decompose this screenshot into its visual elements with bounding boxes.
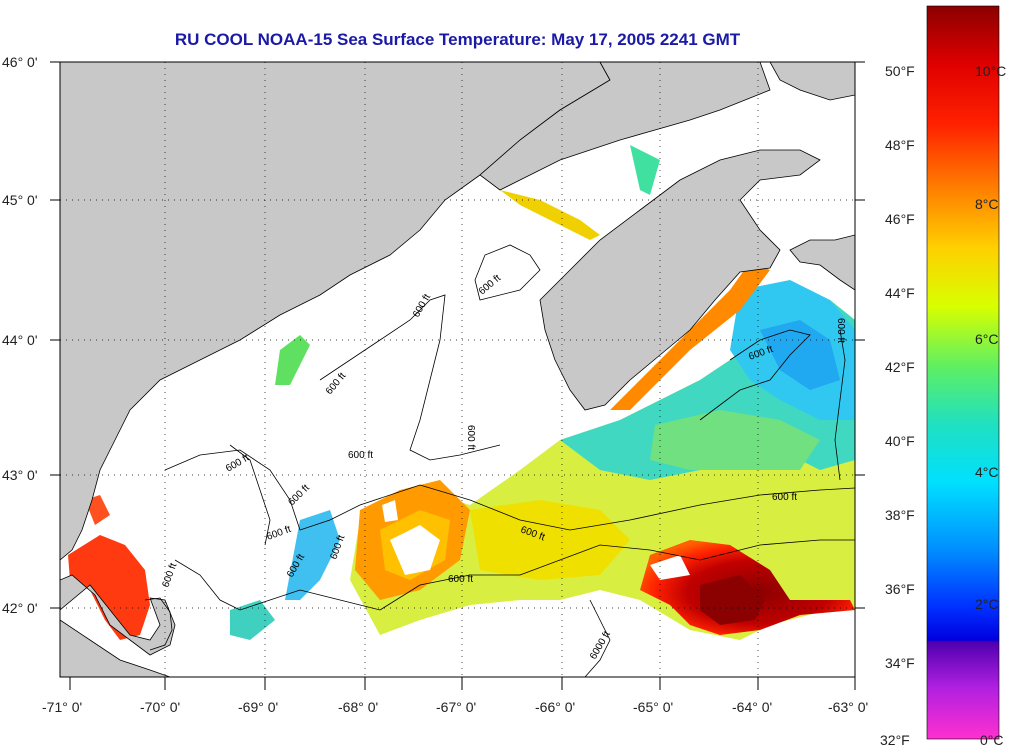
colorbar: 50°F 48°F 46°F 44°F 42°F 40°F 38°F 36°F … — [880, 5, 1006, 748]
contour-label-600ft: 600 ft — [448, 574, 473, 585]
f-label: 36°F — [885, 581, 915, 597]
c-label: 4°C — [975, 464, 999, 480]
lat-label: 42° 0' — [2, 600, 38, 616]
graticule — [60, 62, 855, 677]
f-label: 48°F — [885, 137, 915, 153]
colorbar-fahrenheit-labels: 50°F 48°F 46°F 44°F 42°F 40°F 38°F 36°F … — [880, 63, 915, 748]
f-label: 38°F — [885, 507, 915, 523]
massachusetts-south — [60, 619, 171, 677]
lon-label: -63° 0' — [828, 699, 868, 715]
land-layer — [60, 62, 855, 677]
new-brunswick — [479, 62, 771, 191]
lat-label: 43° 0' — [2, 467, 38, 483]
c-label: 0°C — [980, 732, 1004, 748]
latitude-labels: 46° 0' 45° 0' 44° 0' 43° 0' 42° 0' — [2, 54, 38, 616]
f-label: 32°F — [880, 732, 910, 748]
c-label: 10°C — [975, 63, 1006, 79]
f-label: 40°F — [885, 433, 915, 449]
bathymetry-contours — [164, 244, 855, 677]
map-frame — [59, 61, 856, 678]
colorbar-celsius-labels: 10°C 8°C 6°C 4°C 2°C 0°C — [975, 63, 1006, 748]
f-label: 50°F — [885, 63, 915, 79]
lon-label: -68° 0' — [338, 699, 378, 715]
c-label: 2°C — [975, 596, 999, 612]
f-label: 44°F — [885, 285, 915, 301]
f-label: 42°F — [885, 359, 915, 375]
pei-cape-breton — [789, 234, 855, 291]
axis-ticks — [50, 61, 865, 690]
cape-cod — [60, 574, 176, 656]
contour-label-600ft: 600 ft — [348, 450, 373, 461]
c-label: 6°C — [975, 331, 999, 347]
longitude-labels: -71° 0' -70° 0' -69° 0' -68° 0' -67° 0' … — [42, 699, 868, 715]
contour-label-600ft: 600 ft — [835, 318, 846, 343]
colorbar-gradient — [926, 5, 1000, 740]
cloud-gaps — [382, 500, 690, 580]
map-area — [60, 62, 855, 677]
map-title: RU COOL NOAA-15 Sea Surface Temperature:… — [174, 30, 741, 49]
lon-label: -64° 0' — [732, 699, 772, 715]
lon-label: -69° 0' — [238, 699, 278, 715]
lon-label: -70° 0' — [140, 699, 180, 715]
contour-label-600ft: 600 ft — [465, 425, 476, 450]
contour-labels: 600 ft 600 ft 600 ft 600 ft 600 ft 600 f… — [160, 273, 846, 662]
nova-scotia — [539, 149, 821, 411]
lat-label: 44° 0' — [2, 332, 38, 348]
cape-cod-hook — [144, 597, 173, 651]
lat-label: 45° 0' — [2, 192, 38, 208]
lon-label: -65° 0' — [633, 699, 673, 715]
nova-scotia-east — [769, 62, 855, 101]
lon-label: -67° 0' — [436, 699, 476, 715]
lon-label: -71° 0' — [42, 699, 82, 715]
contour-label-600ft: 600 ft — [772, 492, 797, 503]
c-label: 8°C — [975, 196, 999, 212]
lat-label: 46° 0' — [2, 54, 38, 70]
f-label: 34°F — [885, 655, 915, 671]
lon-label: -66° 0' — [535, 699, 575, 715]
f-label: 46°F — [885, 211, 915, 227]
